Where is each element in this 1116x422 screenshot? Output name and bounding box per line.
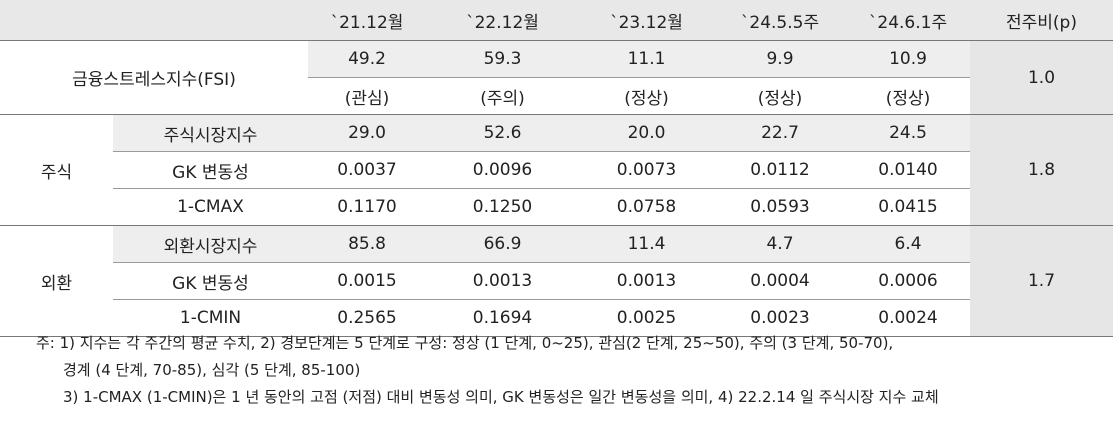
fx-value: 66.9	[426, 225, 579, 263]
fx-row: 외환 외환시장지수 85.8 66.9 11.4 4.7 6.4 1.7	[0, 225, 1113, 337]
stock-value: 29.0	[308, 114, 426, 152]
stock-change: 1.8	[970, 114, 1113, 226]
fsi-status: (정상)	[846, 77, 970, 115]
fsi-value: 59.3	[426, 40, 579, 78]
fsi-change: 1.0	[970, 40, 1113, 115]
fx-value: 0.0023	[714, 299, 846, 337]
fsi-table: `21.12월 `22.12월 `23.12월 `24.5.5주 `24.6.1…	[0, 0, 1113, 337]
stock-value: 0.0096	[426, 151, 579, 189]
fsi-value: 49.2	[308, 40, 426, 78]
fsi-status: (주의)	[426, 77, 579, 115]
note-line: 주: 1) 지수는 각 주간의 평균 수치, 2) 경보단계는 5 단계로 구성…	[36, 334, 894, 352]
fx-value: 0.2565	[308, 299, 426, 337]
fx-value: 0.0015	[308, 262, 426, 300]
stock-row-label: 1-CMAX	[113, 188, 308, 226]
fx-group-label: 외환	[0, 225, 113, 337]
stock-value: 0.0758	[579, 188, 714, 226]
stock-value: 0.1170	[308, 188, 426, 226]
header-col-2461: `24.6.1주	[846, 0, 970, 41]
stock-value: 0.0112	[714, 151, 846, 189]
stock-value: 24.5	[846, 114, 970, 152]
stock-group-label: 주식	[0, 114, 113, 226]
header-col-2112: `21.12월	[308, 0, 426, 41]
note-line: 3) 1-CMAX (1-CMIN)은 1 년 동안의 고점 (저점) 대비 변…	[63, 388, 939, 406]
fx-value: 0.0004	[714, 262, 846, 300]
header-col-2312: `23.12월	[579, 0, 714, 41]
fx-row-label: 외환시장지수	[113, 225, 308, 263]
fx-change: 1.7	[970, 225, 1113, 337]
fsi-value-row: 금융스트레스지수(FSI) 49.2 59.3 11.1 9.9 10.9 1.…	[0, 40, 1113, 115]
fsi-label: 금융스트레스지수(FSI)	[0, 40, 308, 115]
fsi-value: 9.9	[714, 40, 846, 78]
fx-value: 4.7	[714, 225, 846, 263]
fx-value: 11.4	[579, 225, 714, 263]
stock-value: 20.0	[579, 114, 714, 152]
stock-row: GK 변동성 0.0037 0.0096 0.0073 0.0112 0.014…	[0, 151, 1113, 189]
fx-row: GK 변동성 0.0015 0.0013 0.0013 0.0004 0.000…	[0, 262, 1113, 300]
stock-value: 0.0593	[714, 188, 846, 226]
fx-row-label: GK 변동성	[113, 262, 308, 300]
fx-value: 0.0013	[579, 262, 714, 300]
stock-value: 0.0140	[846, 151, 970, 189]
fx-value: 85.8	[308, 225, 426, 263]
stock-value: 0.1250	[426, 188, 579, 226]
header-col-change: 전주비(p)	[970, 0, 1113, 41]
fsi-value: 11.1	[579, 40, 714, 78]
fsi-status: (정상)	[714, 77, 846, 115]
stock-value: 52.6	[426, 114, 579, 152]
stock-value: 22.7	[714, 114, 846, 152]
fx-value: 0.0006	[846, 262, 970, 300]
stock-row: 1-CMAX 0.1170 0.1250 0.0758 0.0593 0.041…	[0, 188, 1113, 226]
fx-value: 0.0013	[426, 262, 579, 300]
stock-value: 0.0037	[308, 151, 426, 189]
fx-value: 0.0025	[579, 299, 714, 337]
fsi-status-row: (관심) (주의) (정상) (정상) (정상)	[0, 77, 1113, 115]
header-col-2212: `22.12월	[426, 0, 579, 41]
header-row: `21.12월 `22.12월 `23.12월 `24.5.5주 `24.6.1…	[0, 0, 1113, 41]
table-notes: 주: 1) 지수는 각 주간의 평균 수치, 2) 경보단계는 5 단계로 구성…	[36, 330, 939, 411]
note-line: 경계 (4 단계, 70-85), 심각 (5 단계, 85-100)	[63, 361, 361, 379]
stock-value: 0.0415	[846, 188, 970, 226]
fx-row: 1-CMIN 0.2565 0.1694 0.0025 0.0023 0.002…	[0, 299, 1113, 337]
stock-row: 주식 주식시장지수 29.0 52.6 20.0 22.7 24.5 1.8	[0, 114, 1113, 226]
fx-value: 6.4	[846, 225, 970, 263]
stock-value: 0.0073	[579, 151, 714, 189]
fsi-value: 10.9	[846, 40, 970, 78]
stock-row-label: 주식시장지수	[113, 114, 308, 152]
fx-row-label: 1-CMIN	[113, 299, 308, 337]
header-col-2455: `24.5.5주	[714, 0, 846, 41]
fx-value: 0.0024	[846, 299, 970, 337]
stock-row-label: GK 변동성	[113, 151, 308, 189]
fsi-status: (정상)	[579, 77, 714, 115]
fsi-status: (관심)	[308, 77, 426, 115]
fx-value: 0.1694	[426, 299, 579, 337]
header-blank	[0, 0, 308, 41]
